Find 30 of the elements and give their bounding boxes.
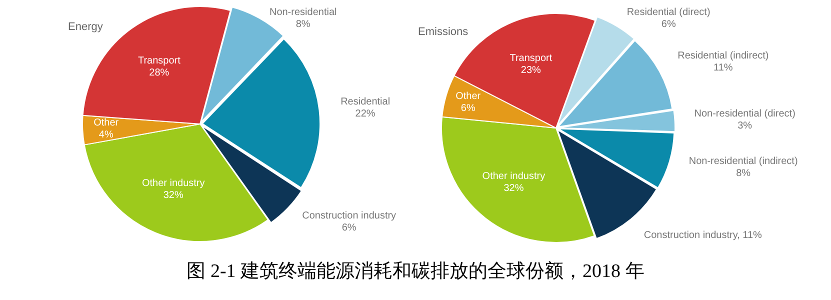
slice-label: Non-residential (direct) [694, 108, 796, 120]
slice-label: Construction industry [302, 210, 396, 222]
caption: 图 2-1 建筑终端能源消耗和碳排放的全球份额，2018 年 [186, 260, 646, 284]
slice-label: Residential [340, 96, 390, 108]
data-label: 6% [661, 18, 676, 30]
slice-label: Non-residential (indirect) [688, 156, 798, 167]
slice-label: Other [456, 90, 482, 102]
data-label: 32% [163, 190, 184, 202]
data-label: 22% [355, 108, 376, 120]
data-label: 23% [520, 64, 542, 76]
slice-label: Non-residential [269, 6, 337, 18]
slice-label: Construction industry, 11% [644, 230, 762, 241]
data-label: 4% [98, 130, 114, 141]
slice-label: Residential (direct) [626, 6, 710, 18]
text: Energy [68, 21, 104, 34]
data-label: 32% [504, 182, 524, 194]
text: Emissions [418, 26, 469, 38]
data-label: 8% [736, 168, 751, 179]
data-label: 28% [149, 67, 170, 78]
slice-label: Residential (indirect) [678, 50, 769, 62]
data-label: 8% [296, 18, 310, 30]
slice-label: Other industry [142, 178, 205, 190]
data-label: 11% [714, 62, 733, 74]
slice-label: Transport [510, 52, 552, 64]
slice-label: Other [94, 118, 120, 129]
data-label: 6% [342, 222, 356, 234]
slice-label: Transport [138, 55, 181, 66]
slice-label: Other industry [482, 170, 546, 182]
data-label: 3% [738, 120, 752, 132]
data-label: 6% [460, 102, 476, 114]
